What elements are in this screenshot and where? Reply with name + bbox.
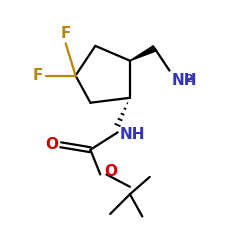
- Text: NH: NH: [120, 128, 146, 142]
- Text: O: O: [45, 137, 58, 152]
- Polygon shape: [130, 46, 156, 61]
- Text: F: F: [60, 26, 71, 41]
- Text: NH: NH: [172, 73, 198, 88]
- Text: F: F: [33, 68, 43, 83]
- Text: O: O: [104, 164, 117, 180]
- Text: 2: 2: [186, 74, 193, 84]
